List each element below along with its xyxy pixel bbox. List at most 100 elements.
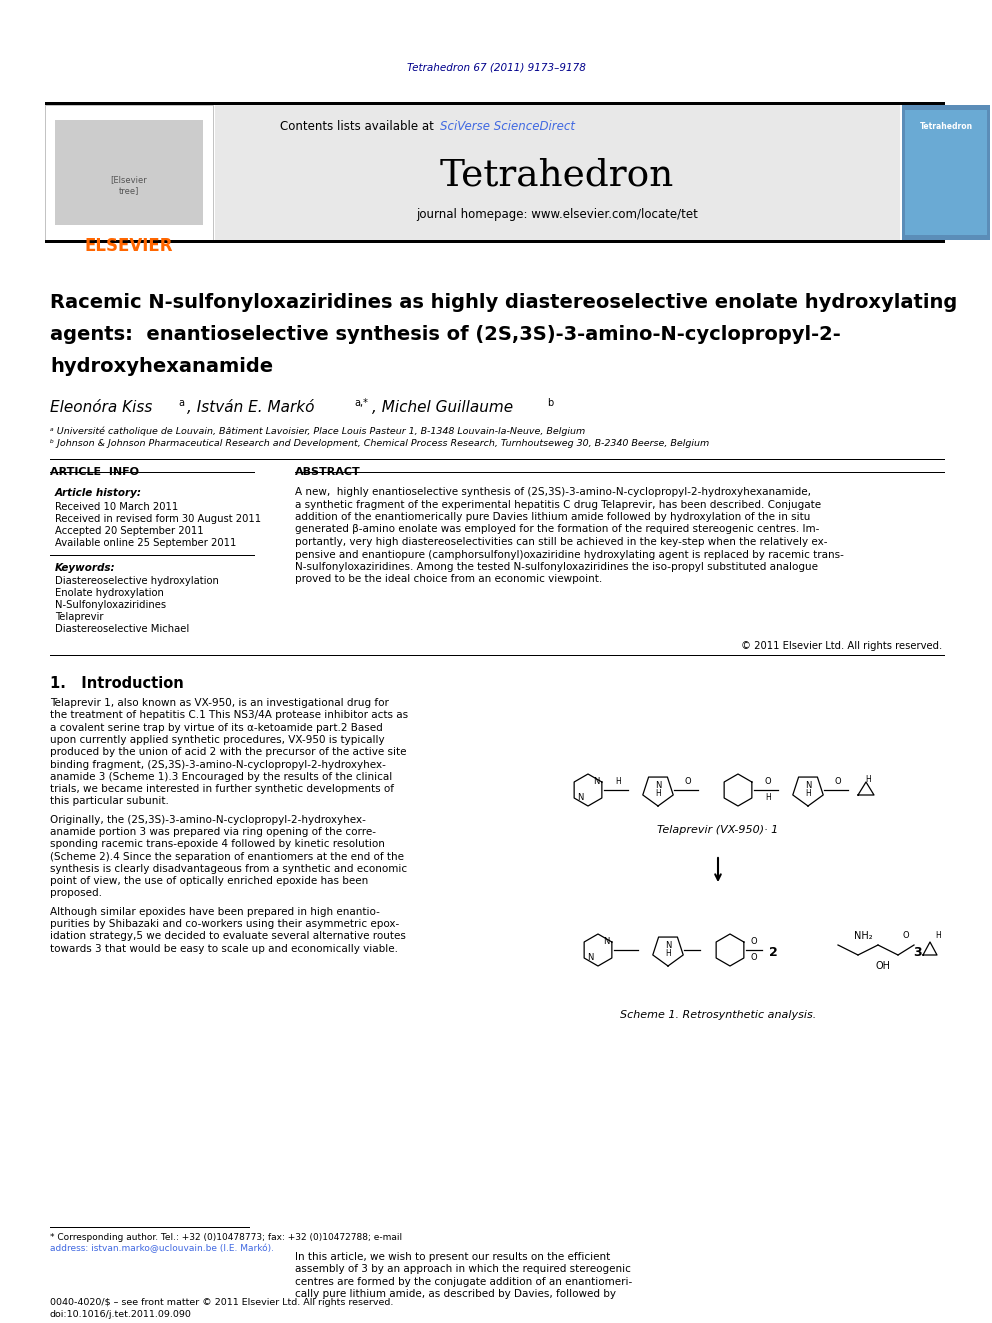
Text: H: H xyxy=(655,790,661,799)
Text: Enolate hydroxylation: Enolate hydroxylation xyxy=(55,587,164,598)
Text: O: O xyxy=(765,778,772,786)
Text: synthesis is clearly disadvantageous from a synthetic and economic: synthesis is clearly disadvantageous fro… xyxy=(50,864,407,875)
Text: ᵃ Université catholique de Louvain, Bâtiment Lavoisier, Place Louis Pasteur 1, B: ᵃ Université catholique de Louvain, Bâti… xyxy=(50,426,585,435)
Text: ELSEVIER: ELSEVIER xyxy=(84,237,174,255)
Text: anamide portion 3 was prepared via ring opening of the corre-: anamide portion 3 was prepared via ring … xyxy=(50,827,376,837)
Text: Telaprevir 1, also known as VX-950, is an investigational drug for: Telaprevir 1, also known as VX-950, is a… xyxy=(50,699,389,708)
Bar xyxy=(45,239,945,243)
Text: a covalent serine trap by virtue of its α-ketoamide part.2 Based: a covalent serine trap by virtue of its … xyxy=(50,722,383,733)
Text: 2: 2 xyxy=(769,946,778,958)
Text: Originally, the (2S,3S)-3-amino-N-cyclopropyl-2-hydroxyhex-: Originally, the (2S,3S)-3-amino-N-cyclop… xyxy=(50,815,366,824)
Text: purities by Shibazaki and co-workers using their asymmetric epox-: purities by Shibazaki and co-workers usi… xyxy=(50,919,399,929)
Text: Received 10 March 2011: Received 10 March 2011 xyxy=(55,501,179,512)
Text: [Elsevier
tree]: [Elsevier tree] xyxy=(111,176,148,194)
Text: O: O xyxy=(834,778,841,786)
Text: 3: 3 xyxy=(914,946,923,958)
Text: N: N xyxy=(603,938,609,946)
Text: (Scheme 2).4 Since the separation of enantiomers at the end of the: (Scheme 2).4 Since the separation of ena… xyxy=(50,852,404,861)
Text: N: N xyxy=(665,942,672,950)
Text: Eleonóra Kiss: Eleonóra Kiss xyxy=(50,400,153,415)
Text: 0040-4020/$ – see front matter © 2011 Elsevier Ltd. All rights reserved.: 0040-4020/$ – see front matter © 2011 El… xyxy=(50,1298,394,1307)
Text: Tetrahedron: Tetrahedron xyxy=(439,157,675,194)
Text: journal homepage: www.elsevier.com/locate/tet: journal homepage: www.elsevier.com/locat… xyxy=(416,208,698,221)
Text: trials, we became interested in further synthetic developments of: trials, we became interested in further … xyxy=(50,785,394,794)
Text: centres are formed by the conjugate addition of an enantiomeri-: centres are formed by the conjugate addi… xyxy=(295,1277,632,1286)
Text: a: a xyxy=(178,398,184,407)
Text: a,*: a,* xyxy=(354,398,368,407)
Text: Article history:: Article history: xyxy=(55,488,142,497)
Text: ARTICLE  INFO: ARTICLE INFO xyxy=(50,467,139,478)
Text: Although similar epoxides have been prepared in high enantio-: Although similar epoxides have been prep… xyxy=(50,906,380,917)
Bar xyxy=(215,105,900,239)
Text: N-Sulfonyloxaziridines: N-Sulfonyloxaziridines xyxy=(55,601,166,610)
Text: assembly of 3 by an approach in which the required stereogenic: assembly of 3 by an approach in which th… xyxy=(295,1265,631,1274)
Text: Diastereoselective hydroxylation: Diastereoselective hydroxylation xyxy=(55,576,219,586)
Text: upon currently applied synthetic procedures, VX-950 is typically: upon currently applied synthetic procedu… xyxy=(50,734,385,745)
Text: Accepted 20 September 2011: Accepted 20 September 2011 xyxy=(55,527,203,536)
Text: SciVerse ScienceDirect: SciVerse ScienceDirect xyxy=(440,120,575,134)
Text: addition of the enantiomerically pure Davies lithium amide followed by hydroxyla: addition of the enantiomerically pure Da… xyxy=(295,512,810,523)
Text: portantly, very high diastereoselectivities can still be achieved in the key-ste: portantly, very high diastereoselectivit… xyxy=(295,537,827,546)
Text: In this article, we wish to present our results on the efficient: In this article, we wish to present our … xyxy=(295,1252,610,1262)
Text: , Michel Guillaume: , Michel Guillaume xyxy=(372,400,513,415)
Text: proposed.: proposed. xyxy=(50,889,102,898)
Text: idation strategy,5 we decided to evaluate several alternative routes: idation strategy,5 we decided to evaluat… xyxy=(50,931,406,942)
Text: © 2011 Elsevier Ltd. All rights reserved.: © 2011 Elsevier Ltd. All rights reserved… xyxy=(741,642,942,651)
Bar xyxy=(905,110,987,235)
Text: pensive and enantiopure (camphorsulfonyl)oxaziridine hydroxylating agent is repl: pensive and enantiopure (camphorsulfonyl… xyxy=(295,549,844,560)
Text: point of view, the use of optically enriched epoxide has been: point of view, the use of optically enri… xyxy=(50,876,368,886)
Text: agents:  enantioselective synthesis of (2S,3S)-3-amino-N-cyclopropyl-2-: agents: enantioselective synthesis of (2… xyxy=(50,325,841,344)
Text: H: H xyxy=(865,775,871,785)
Text: Racemic N-sulfonyloxaziridines as highly diastereoselective enolate hydroxylatin: Racemic N-sulfonyloxaziridines as highly… xyxy=(50,292,957,312)
Text: N: N xyxy=(576,794,583,803)
Text: O: O xyxy=(903,931,910,941)
Text: N-sulfonyloxaziridines. Among the tested N-sulfonyloxaziridines the iso-propyl s: N-sulfonyloxaziridines. Among the tested… xyxy=(295,562,818,572)
Text: Contents lists available at: Contents lists available at xyxy=(281,120,438,134)
Text: H: H xyxy=(615,778,621,786)
Text: b: b xyxy=(547,398,554,407)
Text: sponding racemic trans-epoxide 4 followed by kinetic resolution: sponding racemic trans-epoxide 4 followe… xyxy=(50,839,385,849)
Text: H: H xyxy=(765,794,771,803)
Text: N: N xyxy=(587,954,593,963)
Text: H: H xyxy=(806,790,810,799)
Text: 1.   Introduction: 1. Introduction xyxy=(50,676,184,691)
Text: O: O xyxy=(751,954,757,963)
Bar xyxy=(55,120,203,225)
Text: Diastereoselective Michael: Diastereoselective Michael xyxy=(55,624,189,634)
Bar xyxy=(45,102,945,105)
Text: * Corresponding author. Tel.: +32 (0)10478773; fax: +32 (0)10472788; e-mail: * Corresponding author. Tel.: +32 (0)104… xyxy=(50,1233,402,1242)
Text: Received in revised form 30 August 2011: Received in revised form 30 August 2011 xyxy=(55,515,261,524)
Text: proved to be the ideal choice from an economic viewpoint.: proved to be the ideal choice from an ec… xyxy=(295,574,602,585)
Text: Tetrahedron 67 (2011) 9173–9178: Tetrahedron 67 (2011) 9173–9178 xyxy=(407,62,585,71)
Bar xyxy=(45,105,213,239)
Text: cally pure lithium amide, as described by Davies, followed by: cally pure lithium amide, as described b… xyxy=(295,1289,616,1299)
Text: Scheme 1. Retrosynthetic analysis.: Scheme 1. Retrosynthetic analysis. xyxy=(620,1009,816,1020)
Text: , István E. Markó: , István E. Markó xyxy=(187,400,314,415)
Text: H: H xyxy=(665,950,671,958)
Text: N: N xyxy=(655,782,662,791)
Text: towards 3 that would be easy to scale up and economically viable.: towards 3 that would be easy to scale up… xyxy=(50,943,398,954)
Text: N: N xyxy=(593,778,599,786)
Text: A new,  highly enantioselective synthesis of (2S,3S)-3-amino-N-cyclopropyl-2-hyd: A new, highly enantioselective synthesis… xyxy=(295,487,811,497)
Text: ᵇ Johnson & Johnson Pharmaceutical Research and Development, Chemical Process Re: ᵇ Johnson & Johnson Pharmaceutical Resea… xyxy=(50,439,709,448)
Text: hydroxyhexanamide: hydroxyhexanamide xyxy=(50,357,273,376)
Text: Available online 25 September 2011: Available online 25 September 2011 xyxy=(55,538,236,548)
Text: generated β-amino enolate was employed for the formation of the required stereog: generated β-amino enolate was employed f… xyxy=(295,524,819,534)
Text: ABSTRACT: ABSTRACT xyxy=(295,467,361,478)
Text: this particular subunit.: this particular subunit. xyxy=(50,796,169,807)
Bar xyxy=(902,105,990,239)
Text: H: H xyxy=(935,930,940,939)
Text: anamide 3 (Scheme 1).3 Encouraged by the results of the clinical: anamide 3 (Scheme 1).3 Encouraged by the… xyxy=(50,771,392,782)
Text: O: O xyxy=(684,778,691,786)
Bar xyxy=(50,459,945,460)
Text: Keywords:: Keywords: xyxy=(55,564,116,573)
Text: OH: OH xyxy=(876,960,891,971)
Text: address: istvan.marko@uclouvain.be (I.E. Markó).: address: istvan.marko@uclouvain.be (I.E.… xyxy=(50,1244,274,1253)
Text: N: N xyxy=(805,782,811,791)
Text: Telaprevir: Telaprevir xyxy=(55,613,103,622)
Text: Tetrahedron: Tetrahedron xyxy=(920,122,972,131)
Text: O: O xyxy=(751,938,757,946)
Text: a synthetic fragment of the experimental hepatitis C drug Telaprevir, has been d: a synthetic fragment of the experimental… xyxy=(295,500,821,509)
Text: doi:10.1016/j.tet.2011.09.090: doi:10.1016/j.tet.2011.09.090 xyxy=(50,1310,191,1319)
Text: binding fragment, (2S,3S)-3-amino-N-cyclopropyl-2-hydroxyhex-: binding fragment, (2S,3S)-3-amino-N-cycl… xyxy=(50,759,386,770)
